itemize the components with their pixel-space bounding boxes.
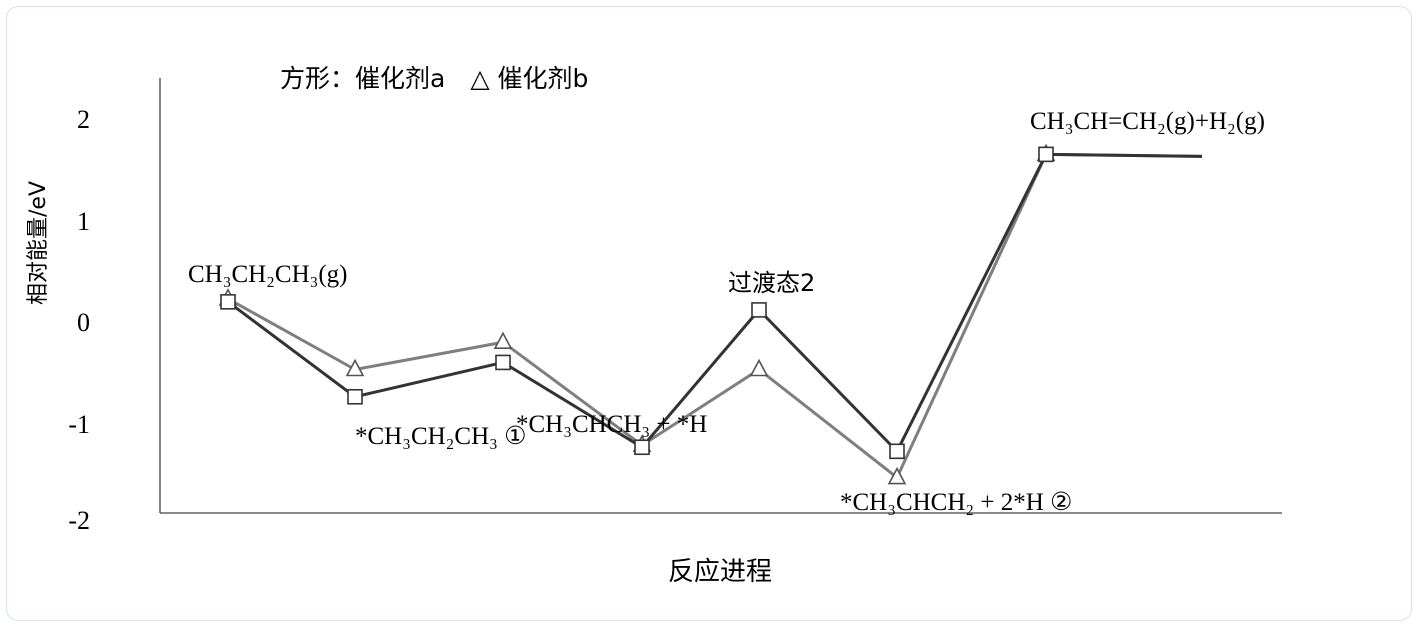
square-marker: [1038, 146, 1054, 163]
square-marker: [751, 302, 767, 318]
triangle-marker: [493, 331, 513, 350]
x-axis-title: 反应进程: [668, 557, 772, 587]
y-tick-label: -2: [68, 506, 90, 535]
annotation-transition-state-2: 过渡态2: [728, 269, 815, 297]
square-marker: [495, 354, 511, 371]
annotation-intermediate-2: *CH₃CHCH₂ + 2*H ②: [840, 489, 1072, 516]
triangle-marker: [887, 466, 907, 485]
y-tick-label: 0: [77, 308, 90, 337]
square-marker: [220, 294, 236, 310]
series-line-triangle: [227, 152, 1203, 480]
y-tick-label: 2: [77, 105, 90, 134]
square-marker: [634, 439, 650, 456]
annotation-adsorbed-propane: *CH₃CH₂CH₃ ①: [355, 423, 527, 450]
legend: 方形：催化剂a △ 催化剂b: [280, 64, 588, 93]
series-layer: [218, 143, 1203, 485]
triangle-marker: [345, 358, 365, 377]
series-line-square: [227, 152, 1203, 453]
y-axis-title: 相对能量/eV: [26, 181, 51, 305]
annotation-propane-gas: CH₃CH₂CH₃(g): [188, 261, 348, 288]
square-marker: [347, 388, 363, 405]
y-tick-label: -1: [68, 410, 90, 439]
square-marker: [889, 443, 905, 460]
y-tick-label: 1: [77, 207, 90, 236]
triangle-marker: [749, 358, 769, 377]
annotation-intermediate-1: *CH₃CHCH₃ + *H: [516, 411, 707, 438]
annotation-products: CH₃CH=CH₂(g)+H₂(g): [1030, 108, 1265, 135]
chart-frame: [6, 6, 1412, 621]
